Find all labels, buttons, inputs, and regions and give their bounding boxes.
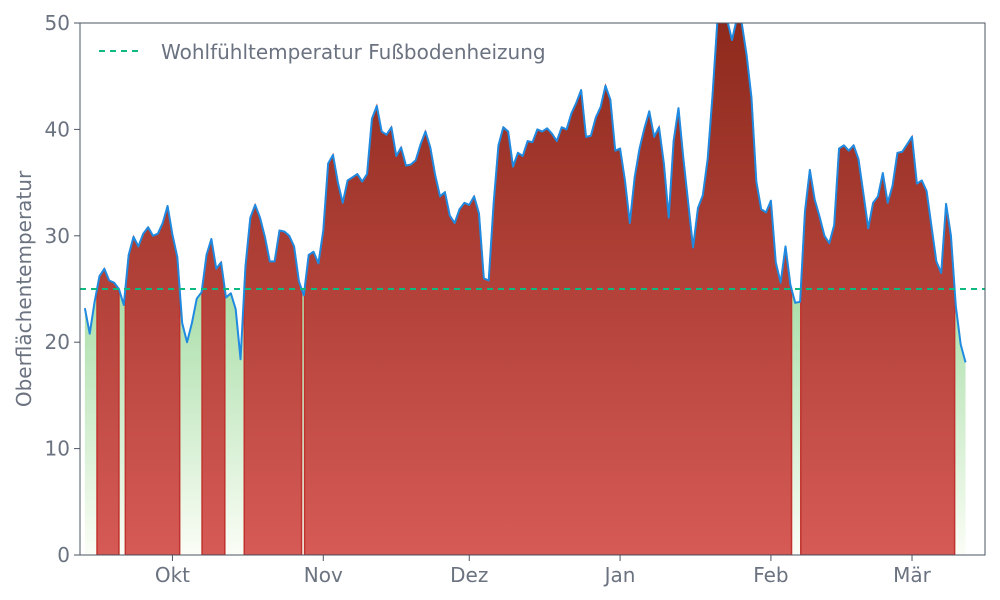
axes <box>79 22 986 556</box>
temperature-series-line <box>83 23 967 363</box>
above-threshold-area-6 <box>800 134 956 555</box>
x-tick-label: Dez <box>450 563 488 587</box>
above-threshold-area-1 <box>96 267 120 555</box>
x-tick-label: Feb <box>753 563 788 587</box>
y-tick-label: 10 <box>45 437 70 461</box>
x-tick-label: Okt <box>155 563 190 587</box>
y-tick-label: 0 <box>57 543 70 567</box>
above-threshold-area-3 <box>201 238 226 555</box>
y-tick-label: 50 <box>45 11 70 35</box>
y-axis-title: Oberflächentemperatur <box>12 170 36 407</box>
y-tick-label: 40 <box>45 117 70 141</box>
legend: Wohlfühltemperatur Fußbodenheizung <box>99 40 546 64</box>
x-tick-label: Jan <box>603 563 636 587</box>
x-tick-label: Nov <box>304 563 343 587</box>
legend-threshold-label: Wohlfühltemperatur Fußbodenheizung <box>161 40 546 64</box>
plot-frame <box>79 22 986 556</box>
above-threshold-area-4 <box>243 202 303 555</box>
y-tick-label: 30 <box>45 224 70 248</box>
y-tick-label: 20 <box>45 330 70 354</box>
above-threshold-area-2 <box>124 205 181 555</box>
x-tick-label: Mär <box>893 563 932 587</box>
above-threshold-area-5 <box>303 23 793 555</box>
x-axis-ticks: Okt Nov Dez Jan Feb Mär <box>155 555 932 587</box>
y-axis-ticks: 0 10 20 30 40 50 <box>45 11 80 567</box>
